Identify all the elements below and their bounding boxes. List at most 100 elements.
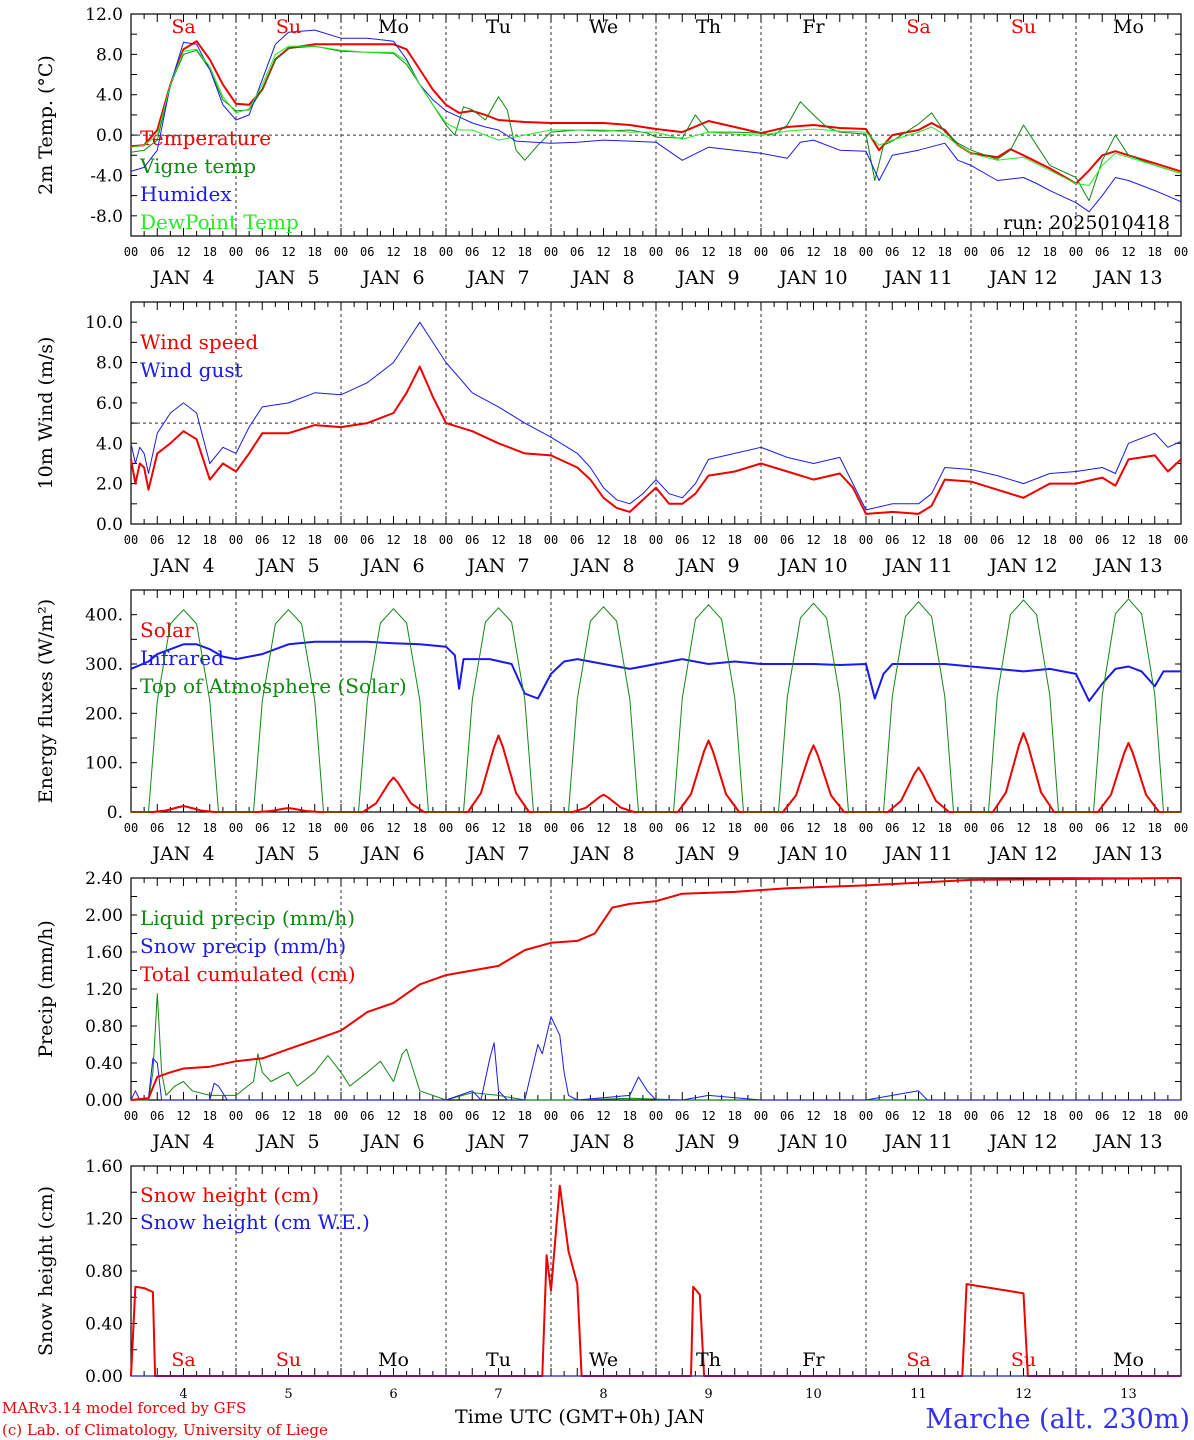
hour-tick-label: 00 — [859, 1109, 873, 1123]
hour-tick-label: 00 — [544, 533, 558, 547]
hour-tick-label: 18 — [413, 533, 427, 547]
hour-tick-label: 00 — [859, 533, 873, 547]
hour-tick-label: 18 — [518, 821, 532, 835]
day-label: JAN 9 — [675, 555, 739, 577]
weekday-label: Tu — [486, 16, 511, 38]
day-number-label: 10 — [805, 1387, 822, 1402]
weekday-label: We — [589, 1349, 618, 1371]
y-tick-label: 300. — [85, 655, 123, 675]
day-label: JAN 11 — [882, 267, 952, 289]
hour-tick-label: 12 — [491, 1109, 505, 1123]
hour-tick-label: 12 — [1016, 821, 1030, 835]
weekday-label: Mo — [1113, 1349, 1144, 1371]
day-label: JAN 10 — [777, 1131, 847, 1153]
day-label: JAN 12 — [987, 555, 1057, 577]
day-number-label: 11 — [910, 1387, 927, 1402]
hour-tick-label: 06 — [1095, 821, 1109, 835]
hour-tick-label: 06 — [885, 245, 899, 259]
hour-tick-label: 12 — [386, 245, 400, 259]
weekday-label: Sa — [906, 1349, 930, 1371]
weekday-label: Mo — [1113, 16, 1144, 38]
day-label: JAN 10 — [777, 843, 847, 865]
hour-tick-label: 18 — [518, 1109, 532, 1123]
weekday-label: Su — [1011, 1349, 1036, 1371]
hour-tick-label: 18 — [203, 245, 217, 259]
hour-tick-label: 12 — [386, 1109, 400, 1123]
hour-tick-label: 00 — [1069, 245, 1083, 259]
hour-tick-label: 18 — [938, 821, 952, 835]
hour-tick-label: 06 — [465, 245, 479, 259]
hour-tick-label: 00 — [649, 533, 663, 547]
y-tick-label: 8.0 — [96, 354, 123, 374]
day-label: JAN 7 — [465, 843, 529, 865]
y-axis-label: Snow height (cm) — [35, 1186, 57, 1356]
y-tick-label: 4.0 — [96, 434, 123, 454]
hour-tick-label: 00 — [754, 1109, 768, 1123]
weekday-label: Su — [1011, 16, 1036, 38]
hour-tick-label: 12 — [911, 1109, 925, 1123]
hour-tick-label: 18 — [1148, 1109, 1162, 1123]
hour-tick-label: 18 — [833, 1109, 847, 1123]
y-tick-label: 1.20 — [85, 980, 123, 1000]
hour-tick-label: 12 — [386, 821, 400, 835]
hour-tick-label: 00 — [229, 533, 243, 547]
hour-tick-label: 00 — [544, 821, 558, 835]
hour-tick-label: 18 — [308, 533, 322, 547]
day-label: JAN 12 — [987, 843, 1057, 865]
hour-tick-label: 06 — [780, 533, 794, 547]
hour-tick-label: 12 — [1121, 821, 1135, 835]
lab-credit: (c) Lab. of Climatology, University of L… — [2, 1421, 328, 1439]
hour-tick-label: 00 — [1174, 1109, 1188, 1123]
hour-tick-label: 12 — [911, 533, 925, 547]
panel-temp: -8.0 -4.0 0.0 4.0 8.0 12.0 2m Temp. (°C) 00 06 12… — [35, 5, 1188, 289]
y-tick-label: 0.00 — [85, 1091, 123, 1111]
hour-tick-label: 12 — [1016, 533, 1030, 547]
hour-tick-label: 00 — [544, 245, 558, 259]
hour-tick-label: 00 — [1174, 533, 1188, 547]
legend-entry: Solar — [140, 618, 194, 642]
hour-tick-label: 18 — [728, 533, 742, 547]
weekday-label: Th — [696, 16, 721, 38]
day-label: JAN 13 — [1092, 267, 1162, 289]
hour-tick-label: 12 — [176, 533, 190, 547]
hour-tick-label: 00 — [334, 1109, 348, 1123]
hour-tick-label: 06 — [1095, 245, 1109, 259]
weekday-label: Th — [696, 1349, 721, 1371]
y-axis-label: Precip (mm/h) — [35, 920, 57, 1058]
panel-wind: 0.0 2.0 4.0 6.0 8.0 10.0 10m Wind (m/s) 00 06 12 1… — [35, 301, 1188, 577]
hour-tick-label: 12 — [596, 533, 610, 547]
hour-tick-label: 18 — [308, 821, 322, 835]
y-tick-label: 2.00 — [85, 906, 123, 926]
hour-tick-label: 00 — [544, 1109, 558, 1123]
day-label: JAN 13 — [1092, 1131, 1162, 1153]
hour-tick-label: 18 — [623, 245, 637, 259]
weekday-label: Su — [276, 1349, 301, 1371]
legend-entry: Infrared — [140, 646, 224, 670]
legend-entry: Snow height (cm W.E.) — [140, 1210, 370, 1234]
hour-tick-label: 06 — [465, 533, 479, 547]
weekday-label: Tu — [486, 1349, 511, 1371]
hour-tick-label: 18 — [1148, 821, 1162, 835]
weekday-label: We — [589, 16, 618, 38]
hour-tick-label: 00 — [439, 245, 453, 259]
hour-tick-label: 12 — [176, 245, 190, 259]
day-number-label: 13 — [1120, 1387, 1137, 1402]
hour-tick-label: 00 — [439, 821, 453, 835]
x-axis-label: Time UTC (GMT+0h) JAN — [455, 1406, 705, 1428]
hour-tick-label: 18 — [1148, 245, 1162, 259]
hour-tick-label: 12 — [281, 821, 295, 835]
hour-tick-label: 06 — [150, 245, 164, 259]
hour-tick-label: 00 — [334, 821, 348, 835]
hour-tick-label: 18 — [833, 245, 847, 259]
y-tick-label: 0.80 — [85, 1262, 123, 1282]
hour-tick-label: 12 — [701, 245, 715, 259]
hour-tick-label: 06 — [780, 821, 794, 835]
hour-tick-label: 12 — [701, 1109, 715, 1123]
weekday-label: Sa — [171, 16, 195, 38]
legend-entry: Total cumulated (cm) — [140, 962, 356, 986]
y-tick-label: 12.0 — [85, 5, 123, 25]
y-tick-label: 4.0 — [96, 86, 123, 106]
hour-tick-label: 06 — [570, 1109, 584, 1123]
day-number-label: 5 — [284, 1387, 292, 1402]
